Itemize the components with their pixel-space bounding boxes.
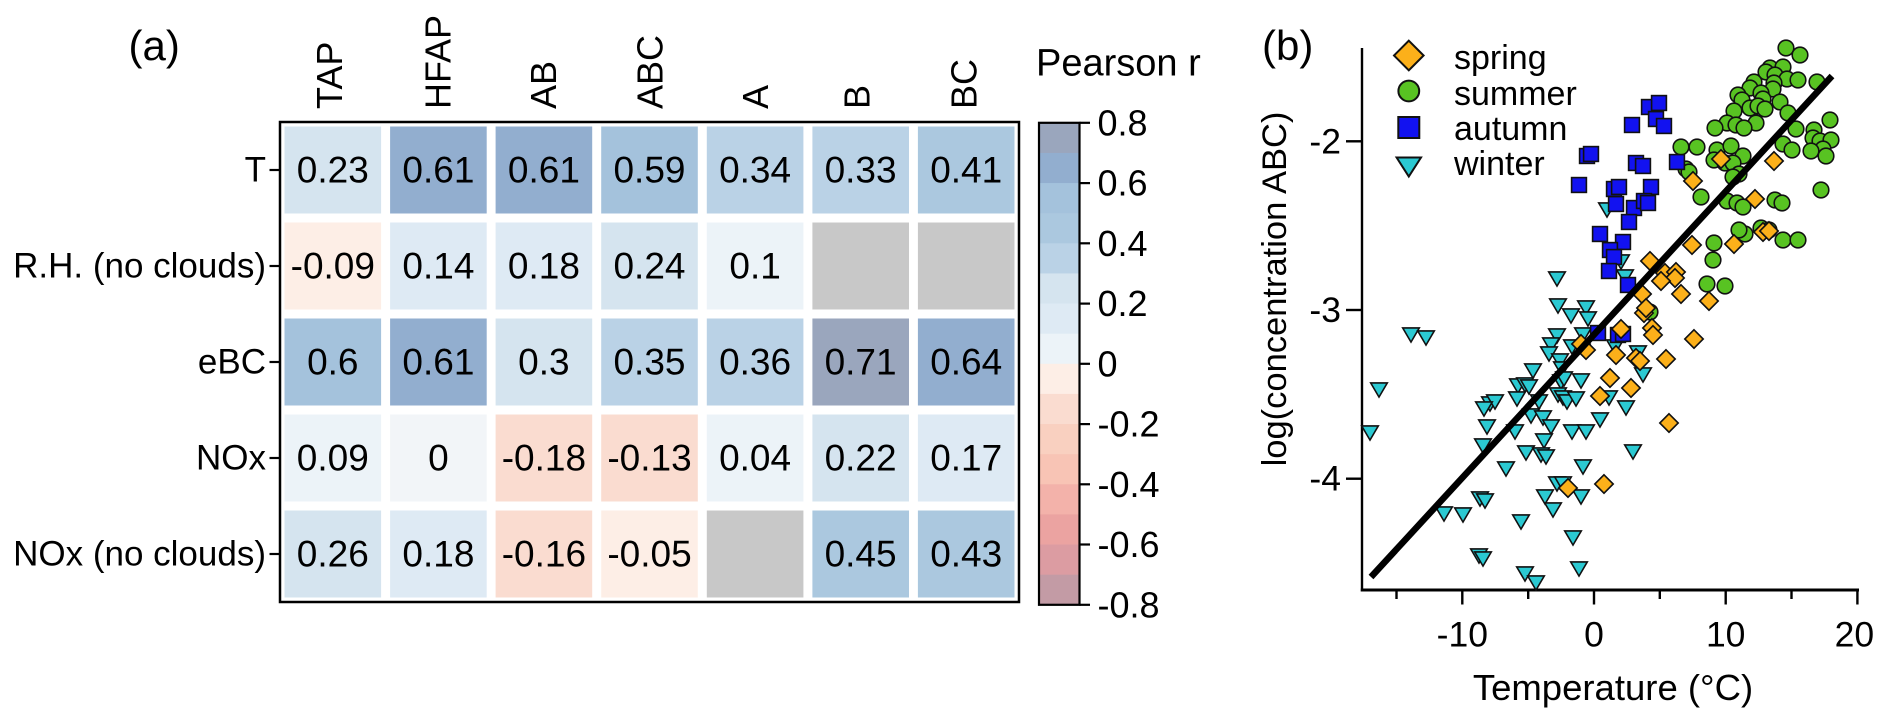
- svg-text:-0.05: -0.05: [607, 534, 691, 575]
- svg-text:-0.6: -0.6: [1098, 524, 1160, 565]
- svg-text:0.24: 0.24: [613, 246, 685, 287]
- svg-text:A: A: [735, 85, 776, 109]
- svg-text:-0.09: -0.09: [291, 246, 375, 287]
- svg-text:0: 0: [428, 438, 449, 479]
- svg-text:-0.4: -0.4: [1098, 464, 1160, 505]
- svg-text:0.59: 0.59: [613, 150, 685, 191]
- svg-text:0.09: 0.09: [297, 438, 369, 479]
- svg-text:0.14: 0.14: [402, 246, 474, 287]
- svg-text:0.3: 0.3: [518, 342, 569, 383]
- svg-text:-0.13: -0.13: [607, 438, 691, 479]
- svg-text:0.8: 0.8: [1098, 102, 1148, 143]
- svg-text:AB: AB: [523, 61, 564, 109]
- svg-text:0: 0: [1584, 615, 1604, 655]
- svg-text:0.33: 0.33: [825, 150, 897, 191]
- svg-text:0.26: 0.26: [297, 534, 369, 575]
- svg-text:winter: winter: [1453, 145, 1545, 183]
- svg-text:Temperature (°C): Temperature (°C): [1473, 667, 1753, 708]
- svg-text:NOx: NOx: [196, 439, 267, 478]
- svg-text:0.71: 0.71: [825, 342, 897, 383]
- svg-text:0.35: 0.35: [613, 342, 685, 383]
- svg-text:-0.16: -0.16: [502, 534, 586, 575]
- svg-text:0.61: 0.61: [402, 342, 474, 383]
- svg-text:-0.18: -0.18: [502, 438, 586, 479]
- svg-text:0.2: 0.2: [1098, 283, 1148, 324]
- svg-text:NOx (no clouds): NOx (no clouds): [13, 535, 266, 574]
- svg-text:0.23: 0.23: [297, 150, 369, 191]
- svg-text:20: 20: [1835, 615, 1875, 655]
- svg-text:-2: -2: [1309, 121, 1341, 161]
- svg-text:-3: -3: [1309, 290, 1341, 330]
- svg-text:0.18: 0.18: [508, 246, 580, 287]
- svg-text:0.4: 0.4: [1098, 223, 1148, 264]
- svg-text:0.61: 0.61: [402, 150, 474, 191]
- svg-text:-10: -10: [1437, 615, 1488, 655]
- svg-text:-0.8: -0.8: [1098, 584, 1160, 625]
- svg-text:log(concentration ABC): log(concentration ABC): [1256, 112, 1294, 467]
- svg-text:eBC: eBC: [198, 343, 266, 382]
- svg-text:0.45: 0.45: [825, 534, 897, 575]
- svg-text:0.6: 0.6: [307, 342, 358, 383]
- svg-text:0.61: 0.61: [508, 150, 580, 191]
- svg-text:T: T: [245, 151, 266, 190]
- svg-text:0.04: 0.04: [719, 438, 791, 479]
- svg-text:0.43: 0.43: [930, 534, 1002, 575]
- svg-text:0.36: 0.36: [719, 342, 791, 383]
- svg-text:BC: BC: [944, 59, 985, 109]
- svg-text:summer: summer: [1454, 75, 1577, 113]
- svg-text:0.6: 0.6: [1098, 163, 1148, 204]
- svg-text:autumn: autumn: [1454, 110, 1567, 148]
- svg-text:Pearson r: Pearson r: [1036, 43, 1201, 85]
- svg-text:B: B: [837, 85, 878, 109]
- svg-text:-4: -4: [1309, 459, 1341, 499]
- svg-text:0.64: 0.64: [930, 342, 1002, 383]
- svg-text:0.1: 0.1: [729, 246, 780, 287]
- svg-text:-0.2: -0.2: [1098, 404, 1160, 445]
- svg-text:0.34: 0.34: [719, 150, 791, 191]
- svg-text:0: 0: [1098, 343, 1118, 384]
- svg-text:0.17: 0.17: [930, 438, 1002, 479]
- svg-text:10: 10: [1706, 615, 1746, 655]
- svg-text:HFAP: HFAP: [418, 15, 459, 109]
- svg-text:0.22: 0.22: [825, 438, 897, 479]
- svg-text:spring: spring: [1454, 39, 1547, 77]
- svg-text:TAP: TAP: [309, 42, 350, 109]
- svg-text:0.41: 0.41: [930, 150, 1002, 191]
- svg-text:ABC: ABC: [630, 35, 671, 109]
- svg-text:(b): (b): [1262, 22, 1313, 69]
- svg-text:(a): (a): [129, 22, 180, 69]
- svg-text:R.H. (no clouds): R.H. (no clouds): [13, 247, 266, 286]
- svg-text:0.18: 0.18: [402, 534, 474, 575]
